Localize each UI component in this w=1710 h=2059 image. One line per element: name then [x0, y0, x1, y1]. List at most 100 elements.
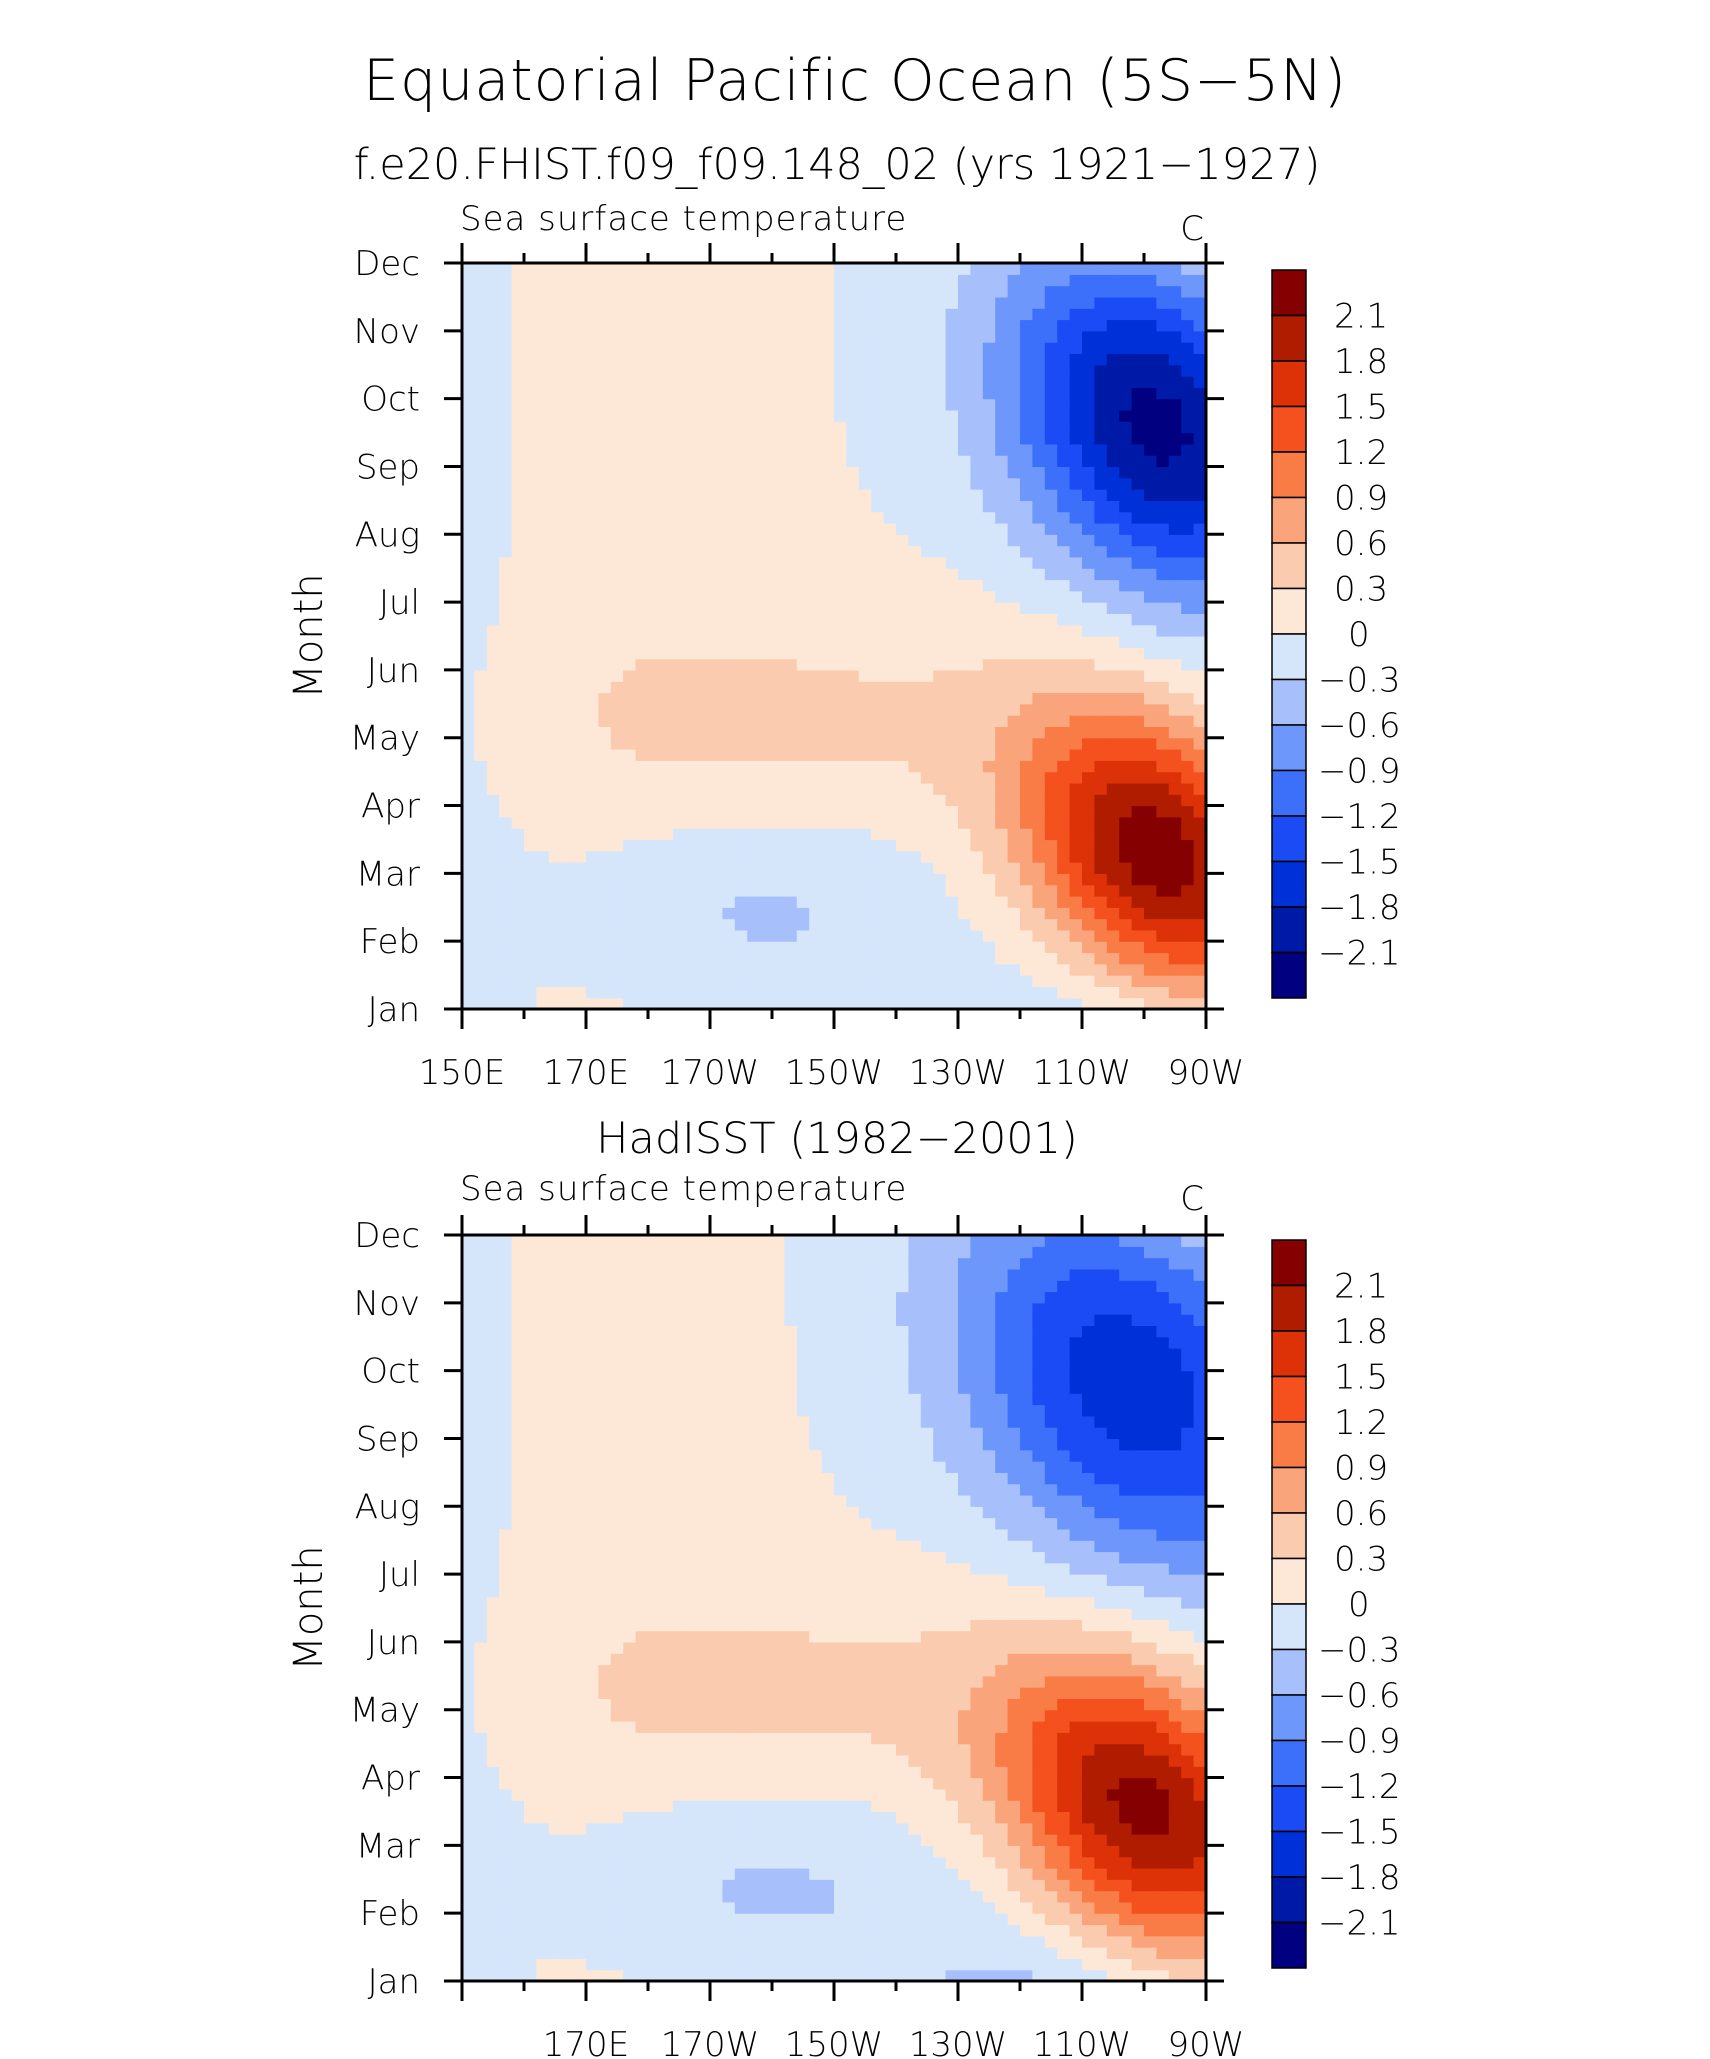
heatmap-cell	[548, 1336, 562, 1349]
heatmap-cell	[1069, 342, 1083, 355]
y-tick-label: Oct	[361, 380, 420, 420]
heatmap-cell	[598, 636, 612, 648]
heatmap-cell	[834, 941, 847, 954]
heatmap-cell	[821, 319, 835, 332]
heatmap-cell	[586, 1777, 599, 1790]
colorbar-label: 1.2	[1334, 433, 1388, 473]
heatmap-cell	[474, 602, 488, 614]
heatmap-cell	[511, 1653, 525, 1666]
heatmap-cell	[970, 522, 984, 535]
heatmap-cell	[1032, 568, 1046, 581]
heatmap-cell	[784, 545, 798, 558]
heatmap-cell	[586, 1370, 599, 1383]
heatmap-cell	[598, 1800, 612, 1813]
heatmap-cell	[784, 636, 798, 648]
heatmap-cell	[1168, 975, 1182, 987]
heatmap-cell	[511, 737, 525, 750]
colorbar-label: 2.1	[1334, 297, 1388, 337]
heatmap-cell	[1032, 681, 1046, 694]
heatmap-cell	[524, 500, 537, 513]
heatmap-cell	[672, 522, 686, 535]
heatmap-cell	[970, 647, 984, 660]
heatmap-cell	[1032, 929, 1046, 942]
heatmap-cell	[1119, 364, 1133, 377]
heatmap-cell	[1044, 997, 1058, 1010]
heatmap-cell	[772, 455, 785, 468]
heatmap-cell	[1156, 929, 1170, 942]
heatmap-cell	[1119, 534, 1133, 547]
heatmap-cell	[1106, 975, 1120, 987]
heatmap-cell	[1131, 862, 1145, 874]
heatmap-cell	[610, 602, 624, 614]
heatmap-cell	[499, 1653, 513, 1666]
heatmap-cell	[1106, 579, 1120, 592]
heatmap-cell	[722, 579, 736, 592]
heatmap-cell	[1144, 511, 1157, 524]
heatmap-cell	[1181, 726, 1195, 739]
heatmap-cell	[710, 477, 723, 490]
heatmap-cell	[635, 636, 649, 648]
heatmap-cell	[536, 862, 550, 874]
heatmap-cell	[586, 1302, 599, 1315]
heatmap-cell	[846, 500, 860, 513]
heatmap-cell	[1057, 319, 1071, 332]
heatmap-cell	[511, 862, 525, 874]
heatmap-cell	[499, 816, 513, 829]
heatmap-cell	[1044, 500, 1058, 513]
heatmap-cell	[548, 1348, 562, 1360]
heatmap-cell	[586, 1551, 599, 1564]
heatmap-cell	[734, 873, 748, 886]
heatmap-cell	[945, 952, 959, 965]
heatmap-cell	[573, 726, 587, 739]
heatmap-cell	[821, 749, 835, 761]
heatmap-cell	[747, 760, 761, 773]
heatmap-cell	[474, 1585, 488, 1598]
heatmap-cell	[623, 1427, 637, 1440]
heatmap-cell	[1020, 941, 1033, 954]
heatmap-cell	[821, 963, 835, 976]
heatmap-cell	[1119, 986, 1133, 999]
heatmap-cell	[474, 500, 488, 513]
heatmap-cell	[524, 511, 537, 524]
heatmap-cell	[1181, 421, 1195, 434]
heatmap-cell	[623, 1562, 637, 1575]
heatmap-cell	[672, 409, 686, 422]
heatmap-cell	[1168, 274, 1182, 287]
heatmap-cell	[511, 692, 525, 705]
heatmap-cell	[958, 285, 971, 298]
heatmap-cell	[1156, 636, 1170, 648]
heatmap-cell	[1094, 862, 1108, 874]
heatmap-cell	[462, 941, 475, 954]
heatmap-cell	[958, 590, 971, 603]
heatmap-cell	[499, 376, 513, 388]
heatmap-cell	[648, 398, 661, 411]
heatmap-cell	[623, 1336, 637, 1349]
heatmap-cell	[610, 975, 624, 987]
heatmap-cell	[970, 884, 984, 897]
heatmap-cell	[486, 263, 500, 275]
heatmap-cell	[598, 1585, 612, 1598]
heatmap-cell	[809, 602, 823, 614]
heatmap-cell	[1094, 511, 1108, 524]
heatmap-cell	[858, 613, 872, 626]
heatmap-cell	[1094, 432, 1108, 445]
heatmap-cell	[1032, 534, 1046, 547]
heatmap-cell	[1119, 828, 1133, 841]
heatmap-cell	[821, 545, 835, 558]
heatmap-cell	[710, 568, 723, 581]
heatmap-cell	[474, 1483, 488, 1496]
heatmap-cell	[759, 805, 773, 818]
heatmap-cell	[871, 568, 885, 581]
heatmap-cell	[722, 613, 736, 626]
heatmap-cell	[598, 1879, 612, 1892]
heatmap-cell	[598, 918, 612, 931]
heatmap-cell	[561, 376, 575, 388]
heatmap-cell	[524, 658, 537, 671]
heatmap-cell	[821, 342, 835, 355]
heatmap-cell	[623, 545, 637, 558]
heatmap-cell	[1032, 308, 1046, 321]
heatmap-cell	[648, 500, 661, 513]
heatmap-cell	[896, 353, 909, 366]
heatmap-cell	[672, 771, 686, 784]
heatmap-cell	[933, 511, 947, 524]
